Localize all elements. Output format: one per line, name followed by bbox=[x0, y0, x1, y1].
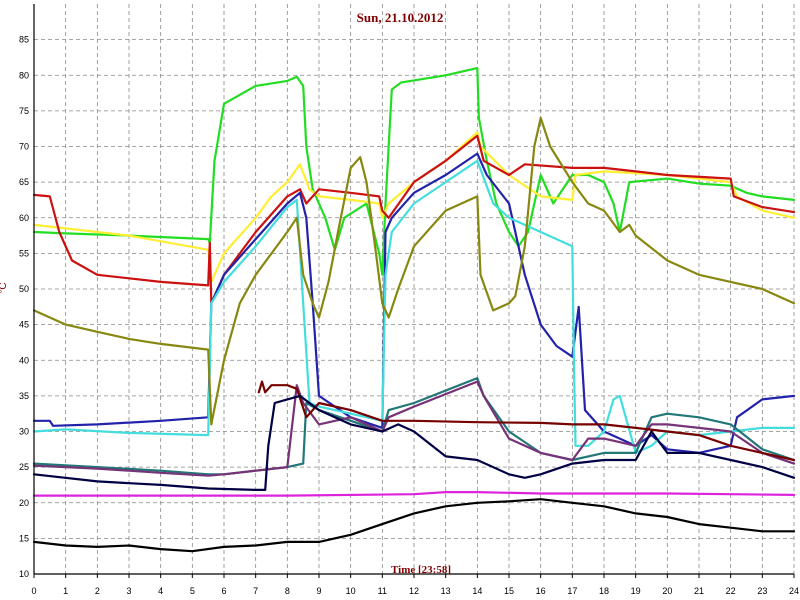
x-tick-label-7: 7 bbox=[253, 586, 258, 596]
x-tick-label-17: 17 bbox=[567, 586, 577, 596]
y-tick-label-55: 55 bbox=[19, 248, 29, 258]
series-line-6 bbox=[32, 116, 796, 426]
series-line-8 bbox=[32, 380, 796, 477]
x-tick-label-23: 23 bbox=[757, 586, 767, 596]
x-tick-label-12: 12 bbox=[409, 586, 419, 596]
y-tick-label-30: 30 bbox=[19, 427, 29, 437]
x-tick-label-22: 22 bbox=[726, 586, 736, 596]
series-line-11 bbox=[32, 491, 796, 497]
y-tick-label-10: 10 bbox=[19, 569, 29, 579]
x-tick-label-2: 2 bbox=[95, 586, 100, 596]
x-tick-label-3: 3 bbox=[126, 586, 131, 596]
y-axis-label: °C bbox=[0, 282, 9, 293]
series-line-10 bbox=[32, 394, 796, 491]
x-tick-label-14: 14 bbox=[472, 586, 482, 596]
grid bbox=[34, 4, 795, 574]
x-tick-label-0: 0 bbox=[31, 586, 36, 596]
x-tick-label-21: 21 bbox=[694, 586, 704, 596]
y-tick-label-20: 20 bbox=[19, 498, 29, 508]
x-axis-label: Time [23:58] bbox=[391, 564, 451, 576]
x-tick-label-6: 6 bbox=[221, 586, 226, 596]
y-tick-label-65: 65 bbox=[19, 177, 29, 187]
x-tick-label-13: 13 bbox=[441, 586, 451, 596]
x-tick-label-19: 19 bbox=[631, 586, 641, 596]
y-tick-label-85: 85 bbox=[19, 35, 29, 45]
y-tick-label-80: 80 bbox=[19, 70, 29, 80]
x-tick-label-10: 10 bbox=[346, 586, 356, 596]
chart-title: Sun, 21.10.2012 bbox=[357, 10, 444, 25]
x-tick-label-1: 1 bbox=[63, 586, 68, 596]
x-tick-label-16: 16 bbox=[536, 586, 546, 596]
y-tick-label-60: 60 bbox=[19, 213, 29, 223]
y-tick-label-45: 45 bbox=[19, 320, 29, 330]
axes: 0 1 2 3 4 5 6 7 8 9 10 11 12 13 14 15 16 17 18 19 20 21 22 23 24… bbox=[19, 4, 799, 596]
x-tick-label-11: 11 bbox=[378, 586, 387, 596]
x-tick-label-24: 24 bbox=[789, 586, 799, 596]
x-tick-label-15: 15 bbox=[504, 586, 514, 596]
series-line-3 bbox=[32, 134, 796, 305]
y-tick-label-50: 50 bbox=[19, 284, 29, 294]
y-tick-label-70: 70 bbox=[19, 142, 29, 152]
series-line-9 bbox=[257, 380, 796, 462]
y-tick-label-25: 25 bbox=[19, 462, 29, 472]
series-line-12 bbox=[32, 498, 796, 553]
x-tick-label-20: 20 bbox=[662, 586, 672, 596]
series-line-1 bbox=[32, 66, 796, 276]
x-tick-label-4: 4 bbox=[158, 586, 163, 596]
x-tick-label-18: 18 bbox=[599, 586, 609, 596]
y-tick-label-40: 40 bbox=[19, 355, 29, 365]
x-tick-label-5: 5 bbox=[190, 586, 195, 596]
y-tick-label-15: 15 bbox=[19, 533, 29, 543]
y-tick-label-35: 35 bbox=[19, 391, 29, 401]
x-tick-label-8: 8 bbox=[285, 586, 290, 596]
x-tick-label-9: 9 bbox=[316, 586, 321, 596]
series-group bbox=[32, 66, 796, 553]
y-tick-label-75: 75 bbox=[19, 106, 29, 116]
